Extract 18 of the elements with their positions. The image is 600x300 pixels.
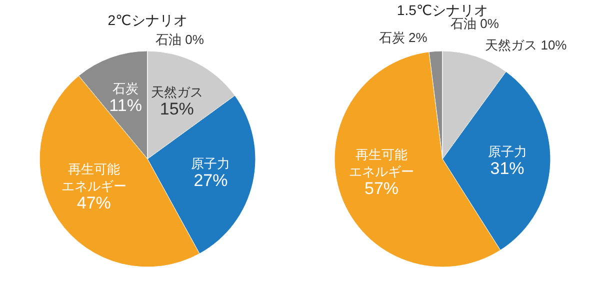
slice-label: 再生可能エネルギー — [61, 161, 126, 194]
slice-label: 再生可能エネルギー — [349, 146, 414, 179]
data-label: 57% — [364, 178, 399, 198]
slice-label: 原子力 — [488, 144, 527, 160]
chart-title: 1.5℃シナリオ — [396, 2, 488, 18]
category-label: 石油 0% — [156, 32, 204, 47]
slice-label: 天然ガス — [150, 84, 203, 100]
category-label: 石油 0% — [450, 16, 499, 31]
data-label: 47% — [76, 193, 111, 212]
slice-label: 石炭 — [112, 81, 139, 96]
data-label: 11% — [109, 96, 142, 116]
data-label: 15% — [160, 99, 194, 118]
data-label: 27% — [194, 171, 228, 190]
slice-label: 石炭 2% — [378, 30, 428, 46]
slice-label: 天然ガス 10% — [485, 37, 568, 52]
chart-title: 2℃シナリオ — [108, 12, 188, 28]
data-label: 31% — [490, 159, 524, 178]
slice-label: 原子力 — [191, 156, 230, 172]
